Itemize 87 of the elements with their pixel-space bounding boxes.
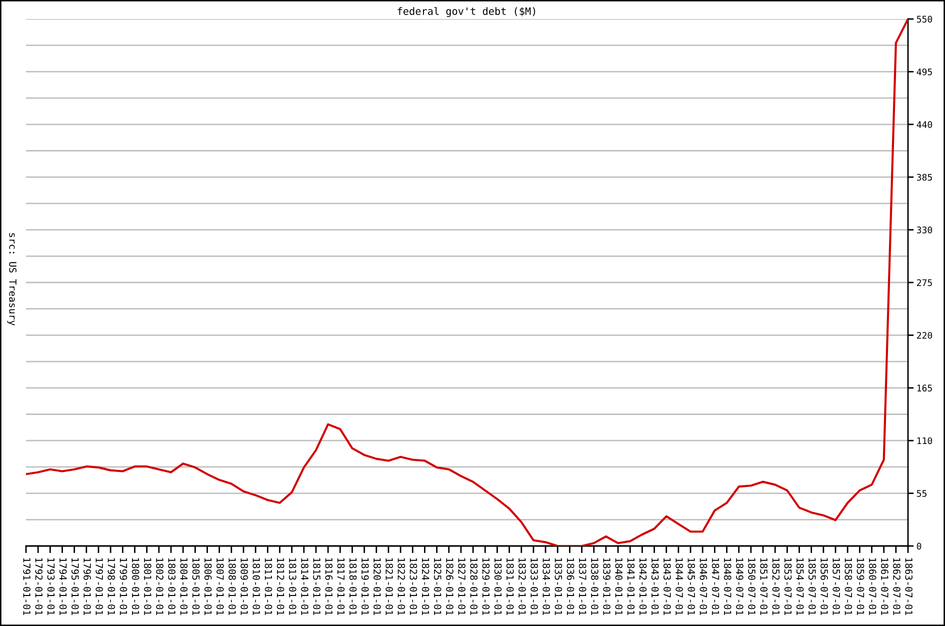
x-tick-label: 1842-01-01	[639, 558, 647, 615]
x-tick-label: 1810-01-01	[252, 558, 260, 615]
x-tick-label: 1862-07-01	[893, 558, 900, 615]
x-tick-label: 1822-01-01	[398, 558, 406, 615]
x-tick-label: 1863-07-01	[905, 558, 913, 615]
x-tick-label: 1859-07-01	[856, 558, 864, 615]
x-tick-label: 1835-01-01	[554, 558, 562, 615]
x-tick-label: 1833-01-01	[530, 558, 538, 615]
y-tick-label: 275	[917, 279, 932, 286]
x-tick-label: 1830-01-01	[494, 558, 502, 615]
x-tick-label: 1805-01-01	[192, 558, 200, 615]
x-tick-label: 1801-01-01	[144, 558, 152, 615]
x-tick-label: 1798-01-01	[108, 558, 116, 615]
x-tick-label: 1799-01-01	[120, 558, 128, 615]
x-tick-label: 1811-01-01	[264, 558, 272, 615]
x-tick-label: 1855-07-01	[808, 558, 816, 615]
x-tick-label: 1818-01-01	[349, 558, 357, 615]
chart-title: federal gov't debt ($M)	[398, 7, 536, 18]
y-tick-label: 165	[917, 384, 932, 392]
x-tick-label: 1834-01-01	[542, 558, 550, 615]
x-tick-label: 1858-07-01	[844, 558, 852, 615]
x-tick-label: 1794-01-01	[59, 558, 67, 615]
y-tick-label: 385	[916, 174, 932, 181]
x-tick-label: 1800-01-01	[132, 558, 140, 615]
x-tick-label: 1857-07-01	[832, 558, 840, 615]
x-tick-label: 1791-01-01	[23, 558, 31, 615]
x-tick-label: 1813-01-01	[288, 558, 296, 615]
x-tick-label: 1852-07-01	[772, 558, 780, 615]
x-tick-label: 1827-01-01	[458, 558, 466, 615]
x-tick-label: 1847-07-01	[712, 558, 720, 615]
x-tick-label: 1831-01-01	[506, 558, 514, 615]
x-tick-label: 1793-01-01	[47, 558, 55, 615]
y-tick-label: 495	[916, 68, 932, 76]
x-tick-label: 1816-01-01	[325, 558, 333, 615]
x-tick-label: 1802-01-01	[156, 558, 164, 615]
x-tick-label: 1844-07-01	[676, 558, 683, 615]
x-tick-label: 1807-01-01	[216, 558, 224, 615]
x-tick-label: 1845-07-01	[688, 558, 696, 615]
x-tick-label: 1815-01-01	[313, 558, 320, 615]
x-tick-label: 1796-01-01	[84, 558, 91, 615]
x-tick-label: 1797-01-01	[96, 558, 103, 615]
x-tick-label: 1837-01-01	[578, 558, 586, 615]
x-tick-label: 1828-01-01	[470, 558, 478, 615]
x-tick-label: 1795-01-01	[71, 558, 79, 615]
x-tick-label: 1823-01-01	[410, 558, 418, 615]
x-tick-label: 1808-01-01	[228, 558, 236, 615]
x-tick-label: 1841-01-01	[627, 558, 635, 615]
x-tick-label: 1856-07-01	[820, 558, 828, 615]
x-tick-label: 1803-01-01	[168, 558, 176, 615]
y-tick-label: 440	[916, 121, 932, 128]
x-tick-label: 1861-07-01	[880, 558, 888, 615]
text: src: US Treasury	[7, 233, 17, 326]
y-tick-label: 0	[916, 542, 922, 550]
x-tick-label: 1809-01-01	[240, 558, 248, 615]
x-tick-label: 1832-01-01	[518, 558, 526, 615]
x-tick-label: 1853-07-01	[784, 558, 792, 615]
x-tick-label: 1849-07-01	[736, 558, 744, 615]
x-tick-label: 1804-01-01	[180, 558, 188, 615]
x-tick-label: 1840-01-01	[615, 558, 623, 615]
y-tick-label: 220	[917, 332, 932, 339]
x-tick-label: 1860-07-01	[868, 558, 876, 615]
y-tick-label: 55	[916, 490, 926, 497]
x-tick-label: 1836-01-01	[566, 558, 574, 615]
x-tick-label: 1825-01-01	[434, 558, 442, 615]
y-tick-label: 110	[917, 437, 932, 444]
x-tick-label: 1817-01-01	[337, 558, 345, 615]
x-tick-label: 1821-01-01	[386, 558, 393, 615]
x-tick-label: 1843-07-01	[664, 558, 671, 615]
x-tick-label: 1812-01-01	[276, 558, 284, 615]
x-tick-label: 1838-01-01	[591, 558, 598, 615]
x-tick-label: 1824-01-01	[422, 558, 430, 615]
x-tick-label: 1814-01-01	[301, 558, 308, 615]
y-tick-label: 550	[916, 16, 932, 23]
x-tick-label: 1792-01-01	[35, 558, 43, 615]
x-tick-label: 1851-07-01	[760, 558, 768, 615]
x-tick-label: 1843-01-01	[651, 558, 659, 615]
x-tick-label: 1846-07-01	[700, 558, 708, 615]
x-tick-label: 1850-07-01	[748, 558, 756, 615]
x-tick-label: 1839-01-01	[603, 558, 610, 615]
x-tick-label: 1819-01-01	[361, 558, 369, 615]
x-tick-label: 1829-01-01	[482, 558, 490, 615]
x-tick-label: 1806-01-01	[204, 558, 212, 615]
x-tick-label: 1820-01-01	[374, 558, 381, 615]
y-tick-label: 330	[916, 226, 932, 234]
x-tick-label: 1848-07-01	[724, 558, 732, 615]
x-tick-label: 1854-07-01	[796, 558, 804, 615]
x-tick-label: 1826-01-01	[446, 558, 454, 615]
